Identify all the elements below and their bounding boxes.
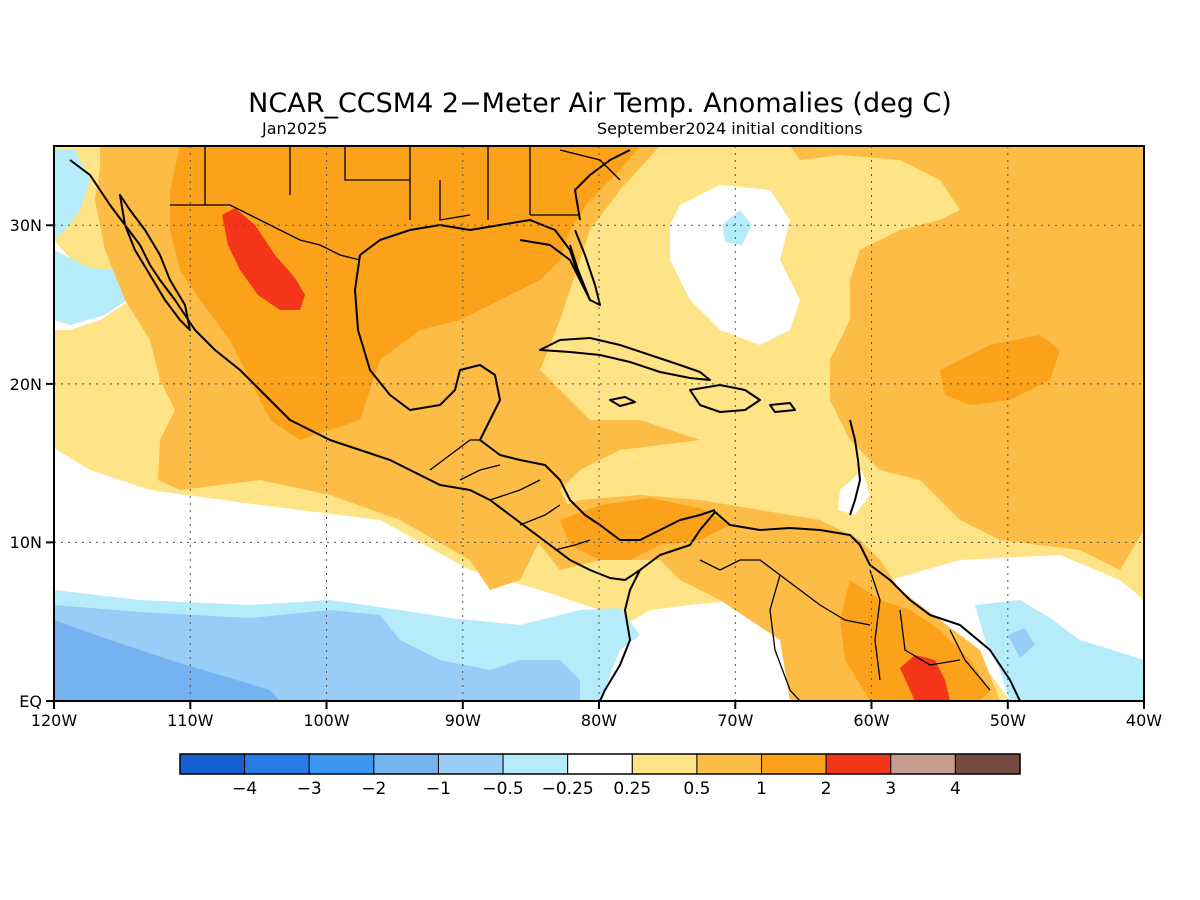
coast-cuba: [539, 337, 711, 381]
political-borders: [170, 146, 991, 701]
zone-red-mexico: [222, 208, 305, 310]
colorbar-swatch: [761, 753, 827, 775]
colorbar-tick-label: −0.5: [482, 779, 523, 799]
colorbar-swatch: [244, 753, 310, 775]
colorbar-swatch: [890, 753, 956, 775]
border-us-mexico: [170, 204, 361, 261]
zone-white-south-america: [600, 600, 810, 701]
zone-darkorange-mexico: [170, 146, 640, 440]
zone-darkorange-atlantic: [940, 335, 1060, 405]
x-tick-label: 60W: [853, 711, 889, 730]
zone-orange-atlantic-east: [980, 146, 1144, 280]
coast-north-america-pacific: [69, 159, 641, 581]
y-tick-label: EQ: [19, 692, 42, 711]
map-title: NCAR_CCSM4 2−Meter Air Temp. Anomalies (…: [248, 88, 952, 119]
border-central-america: [429, 439, 591, 551]
colorbar-tick-label: −1: [426, 779, 451, 799]
border-south-america: [699, 559, 991, 701]
colorbar-tick-label: −0.25: [542, 779, 594, 799]
zone-darkorange-guianas: [840, 580, 990, 701]
coast-florida: [569, 229, 601, 306]
zone-cyan-west-pacific: [54, 250, 130, 325]
zone-cyan-east-atlantic: [975, 600, 1144, 701]
colorbar-tick-label: 1: [756, 779, 767, 799]
colorbar-swatch: [437, 753, 504, 775]
colorbar-swatch: [954, 753, 1021, 775]
coast-hispaniola: [689, 384, 761, 413]
y-tick-label: 10N: [10, 533, 42, 552]
y-axis-labels: 30N 20N 10N EQ: [10, 216, 42, 711]
coast-central-america-east: [479, 439, 716, 541]
colorbar-swatch: [308, 753, 375, 775]
colorbar-tick-label: 2: [821, 779, 832, 799]
zone-lightblue-atlantic: [1008, 628, 1035, 658]
colorbar-swatch: [696, 753, 763, 775]
border-us-states: [204, 146, 621, 221]
colorbar-swatch: [373, 753, 439, 775]
x-tick-label: 120W: [31, 711, 78, 730]
x-tick-label: 110W: [167, 711, 214, 730]
colorbar-tick-label: −3: [297, 779, 322, 799]
zone-darkorange-us: [430, 146, 640, 210]
colorbar-labels: −4 −3 −2 −1 −0.5 −0.25 0.25 0.5 1 2 3 4: [232, 779, 961, 799]
x-tick-label: 50W: [990, 711, 1026, 730]
zone-darkorange-caribbean: [560, 498, 730, 560]
colorbar-swatch: [631, 753, 698, 775]
coast-south-america-north: [639, 511, 1021, 701]
coast-us-atlantic: [574, 149, 631, 221]
colorbar-swatch: [567, 753, 633, 775]
colorbar-swatches: [179, 753, 1021, 775]
x-axis-labels: 120W 110W 100W 90W 80W 70W 60W 50W 40W: [31, 711, 1162, 730]
coast-jamaica: [609, 396, 636, 407]
y-tick-label: 30N: [10, 216, 42, 235]
coast-puerto-rico: [769, 402, 796, 413]
colorbar-tick-label: 3: [885, 779, 896, 799]
valid-month-label: Jan2025: [261, 119, 327, 138]
coast-gulf-of-mexico: [354, 219, 591, 441]
coast-lesser-antilles: [849, 419, 861, 516]
coast-south-america-pacific: [599, 569, 641, 701]
anomaly-field: [54, 146, 1144, 701]
colorbar-tick-label: 4: [950, 779, 961, 799]
x-tick-label: 40W: [1126, 711, 1162, 730]
colorbar-tick-label: 0.5: [683, 779, 710, 799]
colorbar-swatch: [825, 753, 892, 775]
y-tick-label: 20N: [10, 375, 42, 394]
axis-tick-marks: [46, 224, 1145, 709]
graticule: [54, 146, 1144, 701]
colorbar-legend: −4 −3 −2 −1 −0.5 −0.25 0.25 0.5 1 2 3 4: [179, 753, 1021, 799]
colorbar-tick-label: −2: [361, 779, 386, 799]
x-tick-label: 90W: [445, 711, 481, 730]
initial-conditions-label: September2024 initial conditions: [597, 119, 863, 138]
colorbar-tick-label: −4: [232, 779, 257, 799]
zone-blue-pacific: [54, 620, 280, 701]
zone-white-lesser-antilles: [838, 470, 870, 515]
x-tick-label: 70W: [717, 711, 753, 730]
x-tick-label: 100W: [303, 711, 350, 730]
zone-red-guianas: [900, 655, 950, 701]
colorbar-tick-label: 0.25: [613, 779, 651, 799]
colorbar-swatch: [502, 753, 569, 775]
zone-cyan-baja: [54, 150, 90, 240]
zone-cyan-atlantic-spot: [722, 210, 752, 245]
colorbar-swatch: [179, 753, 246, 775]
x-tick-label: 80W: [581, 711, 617, 730]
colorbar-frame: [179, 753, 1021, 775]
